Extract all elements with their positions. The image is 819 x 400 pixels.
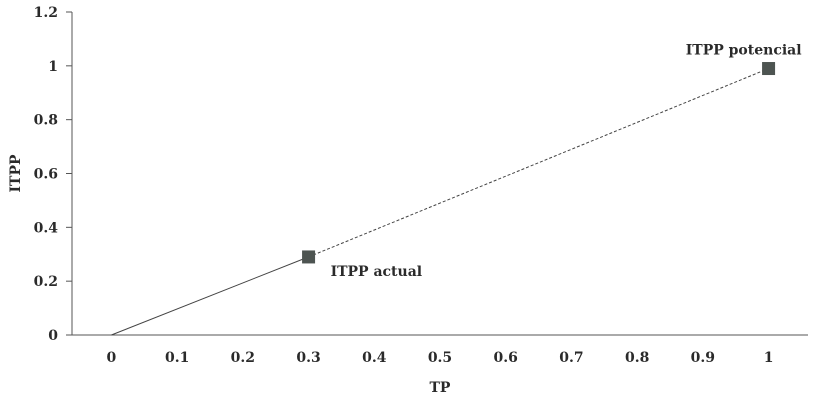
y-tick-label: 0.8 — [34, 113, 58, 129]
y-tick-label: 1 — [48, 59, 58, 75]
marker-layer — [302, 62, 776, 264]
x-tick-label: 1 — [764, 350, 774, 366]
axes: 0 0.2 0.4 0.6 0.8 1 1.2 0 0.1 0.2 0.3 0.4 0.5 0.6 0.7 0… — [34, 5, 808, 366]
x-tick-label: 0.3 — [296, 350, 320, 366]
y-tick-label: 0.6 — [34, 167, 58, 183]
y-tick-label: 0.2 — [34, 274, 58, 290]
y-tick-label: 0.4 — [34, 220, 59, 236]
x-tick-label: 0.7 — [559, 350, 583, 366]
x-tick-label: 0.9 — [691, 350, 715, 366]
y-axis-title: ITPP — [8, 154, 24, 192]
x-tick-label: 0 — [107, 350, 117, 366]
x-axis-title: TP — [430, 380, 451, 396]
x-tick-label: 0.2 — [231, 350, 255, 366]
x-tick-label: 0.4 — [362, 350, 387, 366]
x-tick-label: 0.6 — [494, 350, 518, 366]
x-tick-label: 0.5 — [428, 350, 452, 366]
x-tick-label: 0.1 — [165, 350, 189, 366]
y-tick-label: 1.2 — [34, 5, 58, 21]
dashed-series-line — [308, 68, 769, 258]
square-marker — [762, 62, 776, 76]
series-layer — [111, 68, 769, 336]
y-tick-label: 0 — [48, 328, 58, 344]
annotation-label: ITPP actual — [331, 264, 423, 280]
x-tick-label: 0.8 — [625, 350, 649, 366]
solid-series-line — [111, 256, 309, 336]
annotation-layer: ITPP actual ITPP potencial — [331, 43, 802, 280]
annotation-label: ITPP potencial — [686, 43, 802, 59]
square-marker — [302, 250, 316, 264]
